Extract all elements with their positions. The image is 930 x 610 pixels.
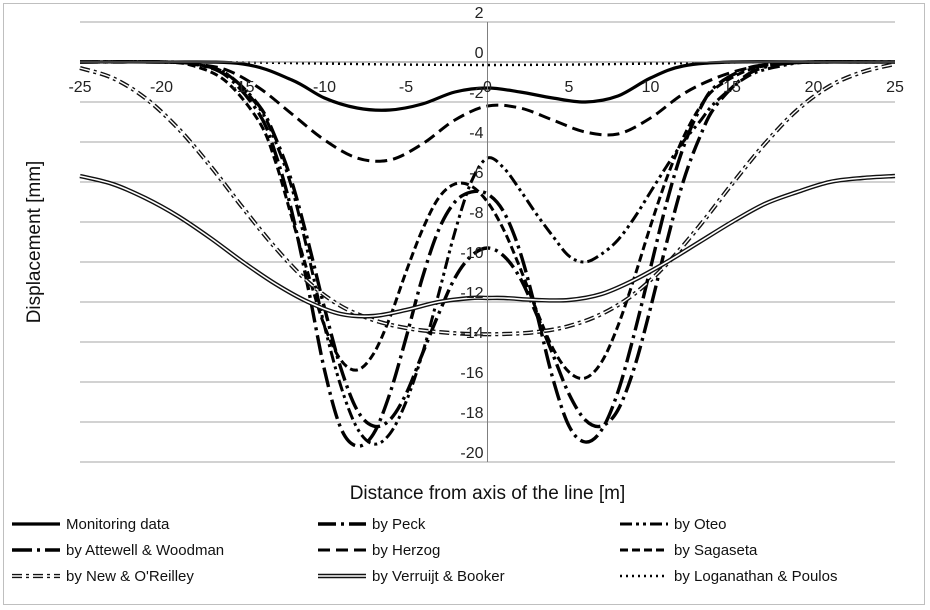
y-tick-label-8: -14 bbox=[460, 325, 483, 342]
y-tick-label-0: 2 bbox=[475, 5, 484, 22]
y-tick-label-11: -20 bbox=[460, 445, 483, 462]
legend-label-3: by Attewell & Woodman bbox=[66, 542, 224, 559]
legend-label-7: by Verruijt & Booker bbox=[372, 568, 505, 585]
y-tick-label-7: -12 bbox=[460, 285, 483, 302]
x-axis-title: Distance from axis of the line [m] bbox=[350, 483, 626, 504]
x-tick-label-7: 10 bbox=[642, 79, 660, 96]
legend: Monitoring data by Peck by Oteo by Attewell… bbox=[12, 516, 837, 585]
x-tick-label-0: -25 bbox=[68, 79, 91, 96]
x-tick-label-5: 0 bbox=[483, 79, 492, 96]
x-tick-label-9: 20 bbox=[805, 79, 823, 96]
legend-label-0: Monitoring data bbox=[66, 516, 170, 533]
legend-label-5: by Sagaseta bbox=[674, 542, 758, 559]
legend-label-6: by New & O'Reilley bbox=[66, 568, 194, 585]
y-tick-label-1: 0 bbox=[475, 45, 484, 62]
legend-label-4: by Herzog bbox=[372, 542, 440, 559]
y-tick-label-6: -10 bbox=[460, 245, 483, 262]
legend-label-1: by Peck bbox=[372, 516, 426, 533]
x-tick-label-3: -10 bbox=[313, 79, 336, 96]
y-tick-label-5: -8 bbox=[469, 205, 483, 222]
x-tick-label-6: 5 bbox=[565, 79, 574, 96]
y-axis-title: Displacement [mm] bbox=[24, 161, 45, 324]
y-tick-label-10: -18 bbox=[460, 405, 483, 422]
chart-frame bbox=[3, 3, 925, 605]
series-line-5 bbox=[79, 60, 896, 380]
x-tick-label-1: -20 bbox=[150, 79, 173, 96]
series-line-3 bbox=[79, 60, 896, 448]
x-tick-label-4: -5 bbox=[399, 79, 413, 96]
x-tick-label-2: -15 bbox=[231, 79, 254, 96]
y-tick-label-2: -2 bbox=[469, 85, 483, 102]
y-tick-label-4: -6 bbox=[469, 165, 483, 182]
axes bbox=[80, 22, 895, 462]
tick-labels: -25 -20 -15 -10 -5 0 5 10 15 20 2520-2-4-6-8-10-12… bbox=[68, 5, 904, 462]
series-line-2 bbox=[79, 60, 896, 446]
x-tick-label-10: 25 bbox=[886, 79, 904, 96]
y-tick-label-9: -16 bbox=[460, 365, 483, 382]
x-tick-label-8: 15 bbox=[723, 79, 741, 96]
legend-label-2: by Oteo bbox=[674, 516, 727, 533]
legend-label-8: by Loganathan & Poulos bbox=[674, 568, 837, 585]
y-tick-label-3: -4 bbox=[469, 125, 483, 142]
